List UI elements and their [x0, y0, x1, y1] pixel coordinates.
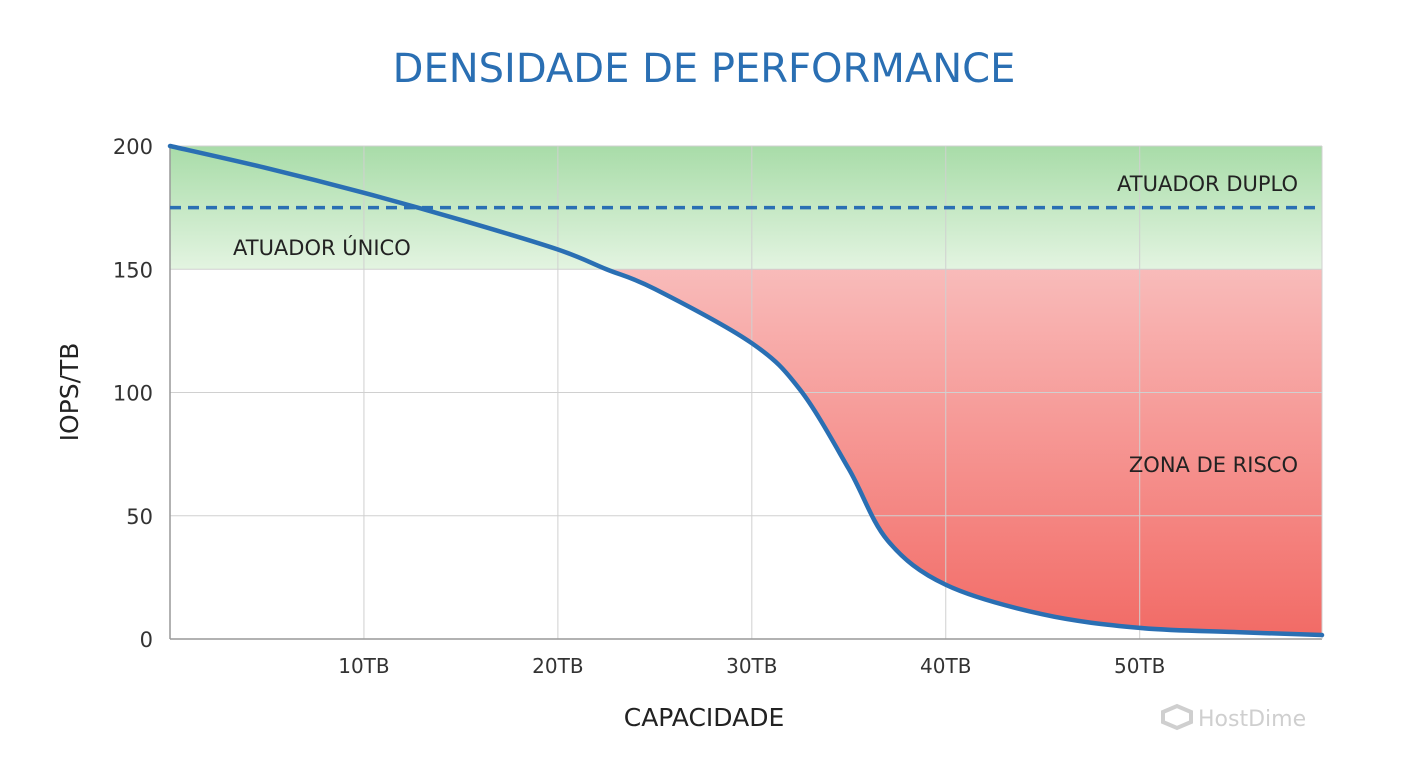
zone-zona-de-risco: [606, 269, 1322, 636]
x-axis-label: CAPACIDADE: [624, 703, 785, 732]
svg-text:HostDime: HostDime: [1198, 707, 1306, 732]
y-tick-label: 150: [113, 258, 153, 282]
y-tick-label: 100: [113, 382, 153, 406]
x-tick-label: 10TB: [338, 654, 389, 678]
x-tick-label: 30TB: [726, 654, 777, 678]
hostdime-logo: HostDime: [1161, 703, 1306, 732]
y-axis-label: IOPS/TB: [55, 343, 84, 442]
logo-icon: [1161, 703, 1193, 731]
x-tick-label: 20TB: [532, 654, 583, 678]
series-line: [167, 143, 1325, 638]
zone-label-zona-de-risco: ZONA DE RISCO: [1129, 453, 1298, 477]
y-tick-label: 50: [126, 505, 153, 529]
chart-title: DENSIDADE DE PERFORMANCE: [393, 46, 1016, 92]
zone-label-atuador-duplo: ATUADOR DUPLO: [1117, 172, 1298, 196]
y-tick-label: 0: [140, 628, 153, 652]
zone-label-atuador-unico: ATUADOR ÚNICO: [233, 235, 411, 260]
y-tick-label: 200: [113, 135, 153, 159]
x-tick-label: 50TB: [1114, 654, 1165, 678]
x-tick-label: 40TB: [920, 654, 971, 678]
